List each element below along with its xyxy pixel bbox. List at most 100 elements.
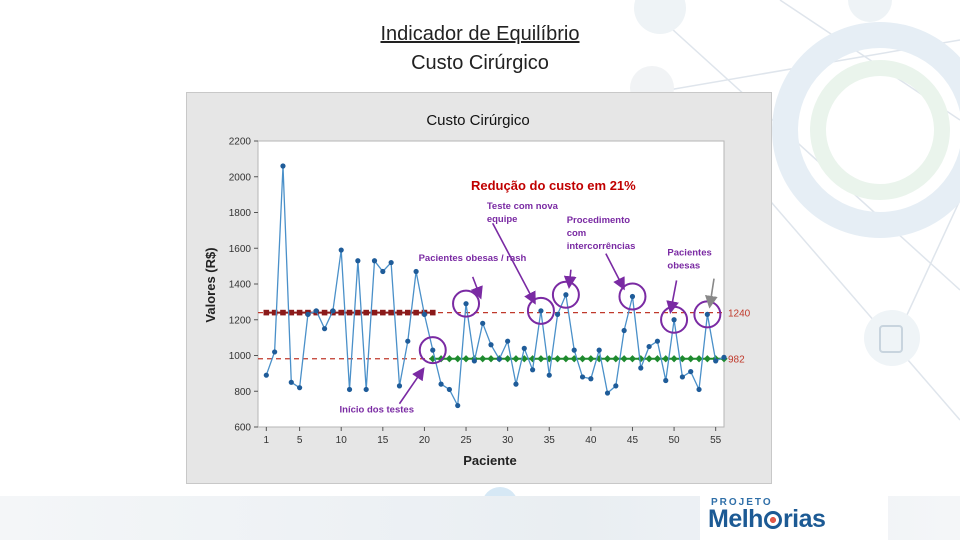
annotation-label: intercorrências (567, 241, 636, 252)
mean-segment-marker (703, 355, 711, 363)
data-point (654, 338, 661, 344)
mean-segment-marker (612, 355, 620, 363)
annotation-label: obesas (667, 260, 700, 271)
annotation-arrow (491, 222, 536, 305)
data-point (488, 342, 494, 348)
slide-subtitle: Custo Cirúrgico (411, 52, 549, 74)
x-tick-label: 45 (627, 435, 639, 446)
mean-segment-marker (520, 355, 528, 363)
mean-segment-marker (396, 309, 403, 316)
data-point (713, 358, 719, 364)
mean-segment-marker (271, 309, 278, 316)
x-tick-label: 20 (419, 435, 431, 446)
data-point (371, 258, 378, 264)
mean-segment-marker (578, 355, 587, 363)
data-point (696, 386, 702, 393)
y-tick-label: 1800 (229, 208, 252, 219)
ring-inner-decoration (810, 60, 950, 200)
data-point (321, 326, 328, 332)
data-point (688, 368, 694, 375)
mean-segment-marker (321, 309, 328, 316)
data-point (629, 293, 636, 300)
mean-segment-marker (570, 355, 578, 363)
chart-title: Custo Cirúrgico (426, 112, 529, 129)
annotation-circle (526, 296, 555, 325)
data-point (313, 308, 319, 314)
mean-segment-marker (454, 355, 462, 363)
mean-segment-marker (512, 355, 520, 363)
y-tick-label: 1000 (229, 351, 252, 362)
y-tick-label: 2200 (229, 137, 252, 148)
data-point (546, 372, 552, 378)
mean-segment-marker (620, 355, 628, 363)
data-point (263, 372, 269, 378)
mean-segment-marker (487, 355, 495, 363)
mean-segment-marker (462, 355, 470, 363)
y-tick-label: 1200 (229, 315, 252, 326)
data-point (530, 367, 536, 373)
slide-title: Indicador de Equilíbrio (380, 23, 580, 45)
mean-segment-marker (695, 355, 703, 363)
data-point (513, 381, 519, 387)
annotation-label: equipe (487, 214, 518, 225)
data-point (446, 386, 452, 393)
annotation-label: Teste com nova (487, 201, 559, 212)
data-point (571, 347, 577, 353)
data-point (455, 402, 461, 409)
data-point (679, 374, 685, 380)
x-tick-label: 50 (669, 435, 681, 446)
y-tick-label: 600 (234, 423, 251, 434)
data-point (496, 356, 502, 362)
data-point (721, 354, 727, 360)
bubble-decoration (848, 0, 892, 22)
mean-segment-marker (603, 355, 612, 363)
annotation-circle (618, 282, 647, 311)
data-point (613, 383, 619, 389)
data-point (297, 385, 303, 391)
ring-decoration (772, 22, 960, 238)
mean-segment-marker (371, 309, 378, 316)
mean-segment-marker (687, 355, 695, 363)
mean-segment-marker (587, 355, 595, 363)
mean-segment-marker (296, 309, 303, 316)
data-point (396, 383, 403, 389)
x-tick-label: 5 (297, 435, 303, 446)
mean-segment-marker (380, 309, 386, 316)
mean-segment-marker (413, 309, 419, 316)
data-point (505, 338, 511, 344)
data-point (588, 376, 594, 382)
y-axis-label: Valores (R$) (203, 247, 218, 322)
y-tick-label: 2000 (229, 172, 252, 183)
mean-segment-marker (280, 309, 286, 316)
data-point (563, 292, 569, 298)
mean-segment-marker (562, 355, 570, 363)
data-point (421, 311, 428, 317)
mean-segment-marker (346, 309, 353, 316)
annotation-circle (418, 336, 447, 365)
mean-segment-marker (445, 355, 453, 363)
annotation-arrow (398, 367, 425, 405)
mean-segment-marker (595, 355, 603, 363)
mean-segment-marker (388, 309, 394, 316)
mean-segment-marker (529, 355, 537, 363)
annotation-label: com (567, 228, 587, 239)
mean-segment-marker (355, 309, 361, 316)
reference-line-label: 982 (728, 355, 745, 366)
data-point (288, 379, 294, 385)
annotation-label: Pacientes (667, 247, 711, 258)
data-point (596, 347, 602, 353)
annotation-label: Pacientes obesas / rash (419, 253, 527, 264)
x-tick-label: 10 (336, 435, 348, 446)
annotation-circle (452, 289, 481, 318)
x-tick-label: 35 (544, 435, 556, 446)
mean-segment-marker (645, 355, 653, 363)
data-point (305, 311, 311, 317)
mean-segment-marker (670, 355, 678, 363)
x-tick-label: 25 (460, 435, 472, 446)
data-point (646, 343, 652, 350)
data-point (430, 347, 436, 353)
data-point (638, 365, 644, 371)
data-point (380, 268, 386, 275)
data-point (413, 268, 419, 275)
series-line (265, 165, 725, 408)
